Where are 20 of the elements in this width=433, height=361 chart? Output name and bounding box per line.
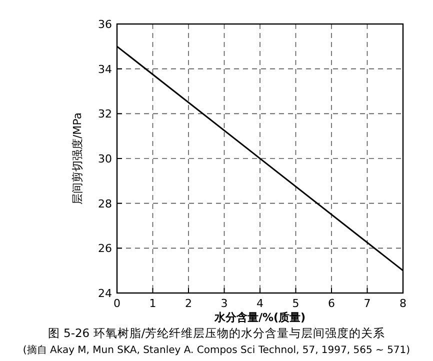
x-tick-label: 6	[328, 297, 335, 310]
y-tick-label: 36	[98, 18, 112, 31]
x-tick-label: 2	[185, 297, 192, 310]
x-tick-label: 7	[364, 297, 371, 310]
x-tick-label: 0	[114, 297, 120, 310]
x-tick-label: 1	[149, 297, 156, 310]
y-tick-label: 30	[98, 152, 112, 166]
y-tick-label: 26	[98, 242, 112, 256]
text: 图 5-26 环氧树脂/芳纶纤维层压物的水分含量与层间强度的关系	[48, 326, 386, 340]
text: (摘自 Akay M, Mun SKA, Stanley A. Compos Sci Technol, 57, 1997, 565 ~ 571)	[22, 344, 410, 356]
y-axis-title: 层间剪切强度/MPa	[71, 112, 84, 205]
x-axis-title: 水分含量/%(质量)	[213, 311, 306, 324]
x-tick-label: 4	[256, 297, 264, 310]
y-tick-label: 32	[98, 108, 112, 121]
x-tick-label: 5	[292, 297, 300, 310]
y-tick-label: 24	[98, 287, 112, 300]
y-tick-label: 28	[98, 197, 112, 210]
x-tick-label: 3	[220, 297, 228, 310]
x-tick-label: 8	[400, 297, 406, 310]
y-tick-label: 34	[98, 62, 112, 76]
